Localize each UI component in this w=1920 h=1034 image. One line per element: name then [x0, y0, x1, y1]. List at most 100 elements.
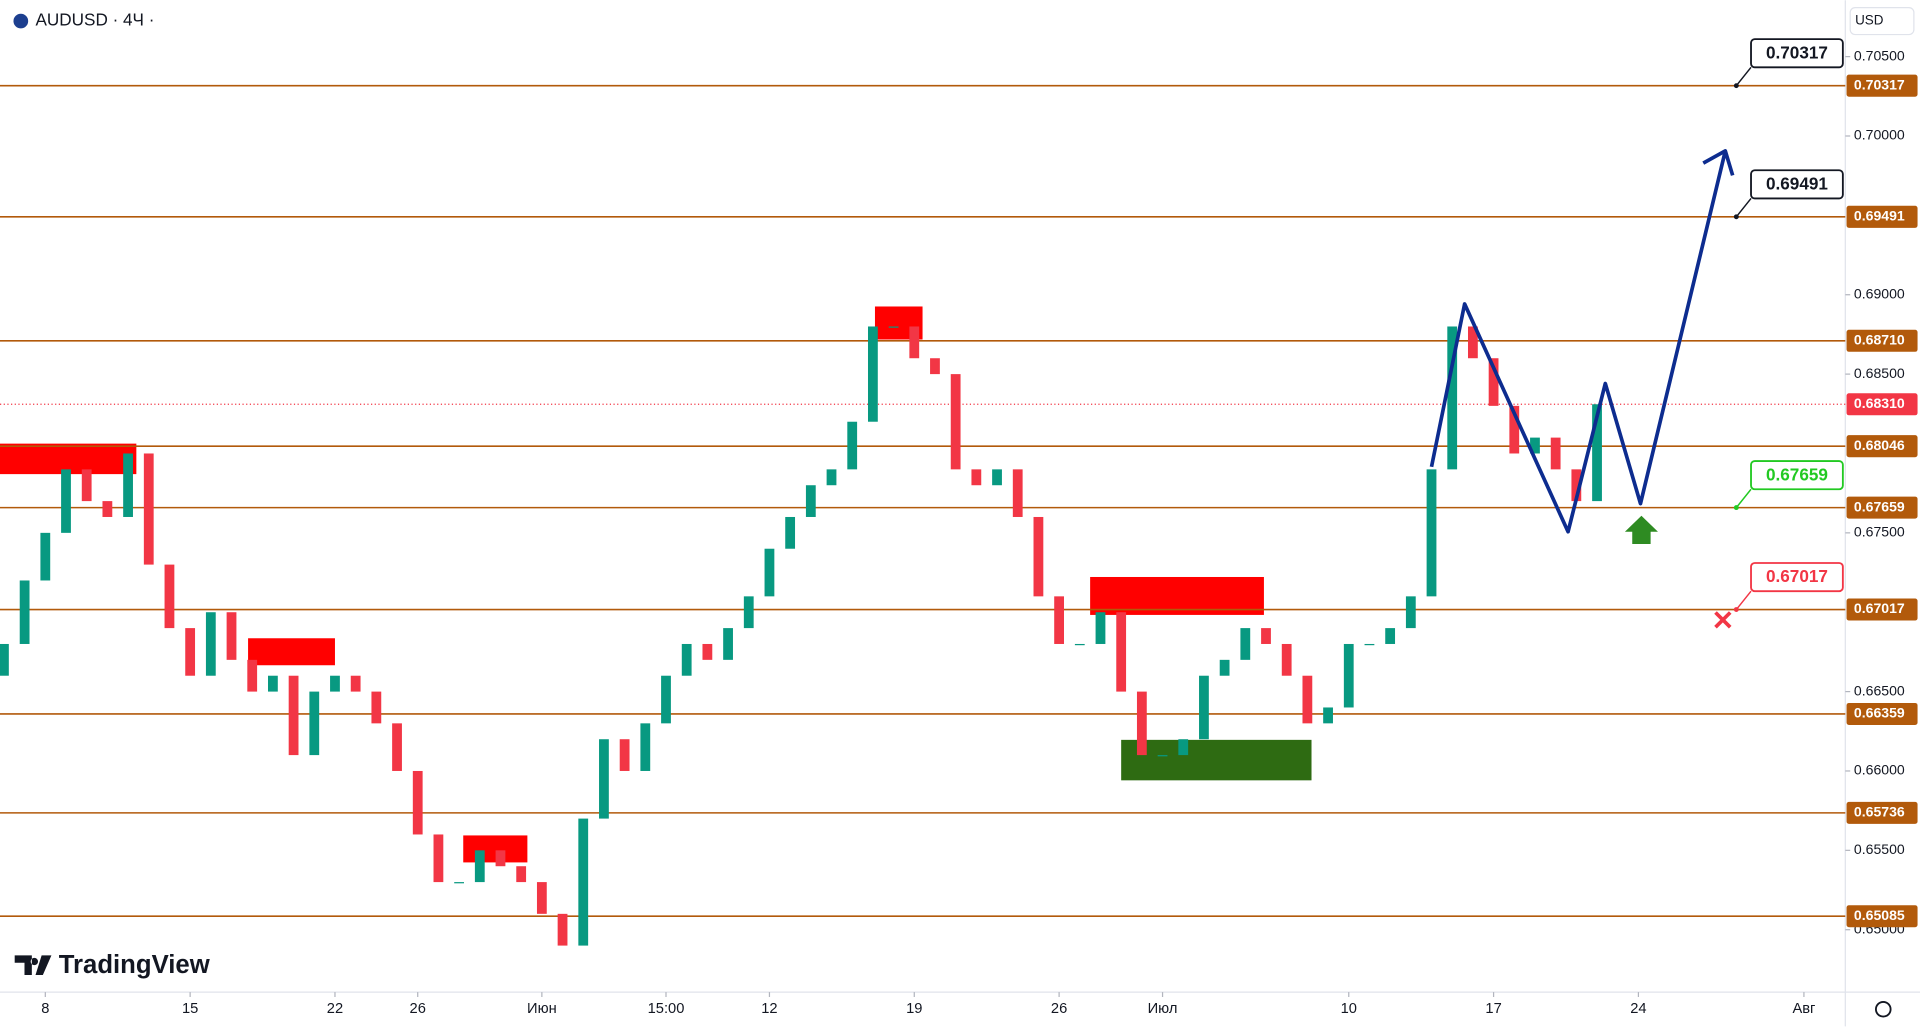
candle-body [1281, 643, 1292, 676]
candle-body [1509, 405, 1520, 454]
candle-body [164, 564, 175, 629]
callout-box [1750, 38, 1844, 69]
stop-cross-icon [1714, 611, 1732, 629]
candle-body [805, 485, 816, 517]
candle-body [1405, 596, 1416, 629]
symbol-flag [13, 13, 29, 29]
candle-body [930, 358, 940, 375]
candle-body [1571, 469, 1582, 502]
candle-body [950, 374, 961, 470]
callout-connector [1735, 66, 1752, 87]
level-label-box [1846, 905, 1918, 928]
callout-anchor [1733, 83, 1739, 89]
candle-body [1157, 755, 1168, 757]
candle-body [330, 675, 340, 692]
x-tick-label: 8 [41, 1001, 49, 1017]
candle-body [1074, 643, 1085, 646]
callout-connector [1735, 488, 1752, 509]
y-tick-label: 0.66000 [1854, 762, 1905, 778]
candle-body [1592, 404, 1602, 502]
candle-body [495, 850, 506, 867]
candle-body [267, 675, 278, 692]
level-label-box [1846, 74, 1918, 97]
x-tick-label: Июн [527, 1001, 557, 1017]
candle-body [1095, 612, 1106, 644]
level-label-box [1846, 801, 1918, 824]
currency-label[interactable]: USD [1855, 13, 1884, 28]
candle-body [681, 643, 692, 676]
level-label: 0.66359 [1854, 705, 1905, 721]
candle-body [599, 739, 609, 819]
candle-body [992, 469, 1002, 486]
candle-body [1033, 516, 1044, 597]
candle-body [909, 326, 920, 359]
candle-body [578, 818, 589, 946]
candle-body [661, 675, 671, 724]
candle-body [226, 612, 237, 660]
level-label: 0.65736 [1854, 804, 1905, 820]
candle-body [1199, 675, 1209, 740]
x-tick-label: 15:00 [648, 1001, 685, 1017]
candle-body [1530, 437, 1540, 454]
up-arrow-icon [1624, 515, 1658, 544]
candle-body [1116, 612, 1127, 692]
callout-box [1750, 460, 1844, 491]
y-tick-label: 0.70000 [1854, 127, 1905, 143]
candle-body [971, 469, 982, 486]
level-label: 0.69491 [1854, 208, 1905, 224]
x-tick-label: 10 [1341, 1001, 1357, 1017]
candle-body [143, 453, 154, 565]
x-tick-label: 15 [182, 1001, 198, 1017]
candle-body [1550, 437, 1561, 470]
x-tick-label: 26 [1051, 1001, 1067, 1017]
level-label-box [1846, 496, 1918, 519]
candle-body [19, 580, 30, 644]
level-label: 0.67017 [1854, 600, 1905, 616]
candle-body [1343, 643, 1354, 708]
candle-body [474, 850, 485, 883]
candle-body [888, 326, 899, 328]
candle-body [1240, 628, 1251, 660]
logo: TradingView [14, 951, 211, 979]
level-label-box [1846, 205, 1918, 228]
level-label-box [1846, 329, 1918, 352]
callout-text: 0.67017 [1766, 566, 1828, 586]
candle-body [247, 659, 258, 692]
zone [463, 835, 528, 863]
settings-icon[interactable] [1875, 1000, 1892, 1018]
axes: 0.70500 0.70000 0.69000 0.68500 0.67500 0.665… [41, 47, 1918, 1017]
level-label-box [1846, 702, 1918, 726]
zone [1090, 576, 1264, 615]
x-tick-label: 12 [761, 1001, 777, 1017]
candle-body [1426, 469, 1437, 597]
logo-mark [14, 955, 52, 975]
candle-body [847, 421, 858, 470]
level-label-box [1846, 435, 1918, 458]
x-tick-label: Авг [1792, 1001, 1815, 1017]
level-label: 0.68046 [1854, 437, 1905, 453]
candle-body [743, 596, 754, 629]
callout-box [1750, 169, 1844, 200]
zone [1121, 739, 1312, 781]
x-tick-label: Июл [1148, 1001, 1178, 1017]
currency-button[interactable] [1849, 6, 1915, 36]
projection-arrowhead [1702, 149, 1735, 176]
x-tick-label: 24 [1630, 1001, 1646, 1017]
candle-body [1178, 739, 1189, 756]
candle-body [557, 913, 568, 946]
zone [248, 638, 335, 666]
callout-text: 0.70317 [1766, 42, 1828, 62]
candle-body [1488, 358, 1499, 406]
callout-connector [1735, 197, 1752, 218]
candle-body [371, 691, 382, 724]
candle-body [867, 326, 878, 422]
y-tick-label: 0.70500 [1854, 47, 1905, 63]
candle-body [1261, 628, 1271, 644]
x-tick-label: 17 [1485, 1001, 1501, 1017]
callout-anchor [1733, 505, 1739, 511]
y-tick-label: 0.68500 [1854, 365, 1905, 381]
candle-body [1323, 707, 1333, 724]
candle-body [619, 739, 630, 771]
candle-body [123, 453, 133, 517]
candle-body [81, 469, 92, 502]
